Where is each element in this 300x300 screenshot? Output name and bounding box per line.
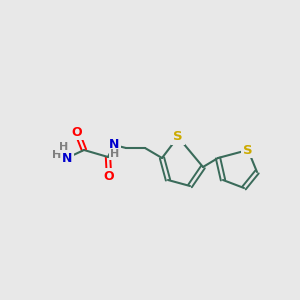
Text: N: N (62, 152, 72, 164)
Text: H: H (52, 150, 62, 160)
Text: N: N (109, 139, 119, 152)
Text: S: S (173, 130, 183, 143)
Text: S: S (243, 143, 253, 157)
Text: H: H (59, 142, 69, 152)
Text: O: O (72, 125, 82, 139)
Text: H: H (110, 149, 120, 159)
Text: O: O (104, 169, 114, 182)
